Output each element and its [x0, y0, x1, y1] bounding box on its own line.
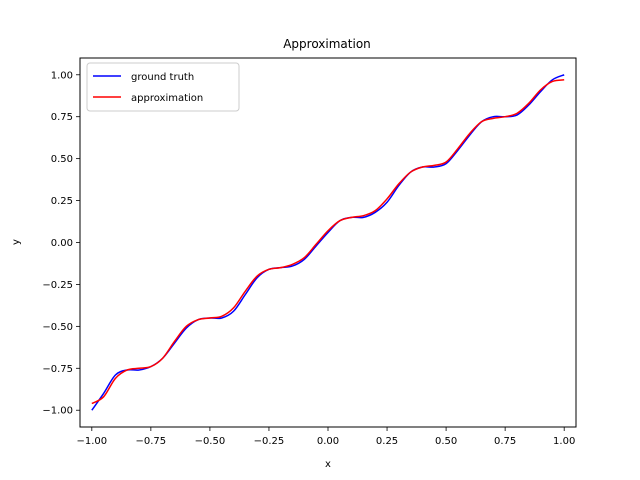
x-axis-ticks: −1.00 −0.75 −0.50 −0.25 0.00 0.25 0.50 0.75 1.00	[76, 427, 575, 447]
x-tick-label: −0.50	[195, 436, 226, 447]
legend-label-ground-truth: ground truth	[131, 72, 194, 83]
x-tick-label: 1.00	[553, 436, 575, 447]
legend-box	[86, 62, 240, 112]
y-tick-label: 0.75	[51, 112, 73, 123]
y-tick-label: −0.50	[42, 322, 73, 333]
legend: ground truth approximation	[86, 62, 240, 112]
x-tick-label: 0.00	[317, 436, 339, 447]
y-tick-label: 0.50	[51, 154, 73, 165]
y-tick-label: 1.00	[51, 70, 73, 81]
y-tick-label: −0.75	[42, 364, 73, 375]
chart-title: Approximation	[283, 37, 371, 51]
x-tick-label: −0.75	[136, 436, 167, 447]
plot-lines	[91, 74, 565, 411]
y-tick-label: 0.00	[51, 238, 73, 249]
x-tick-label: 0.50	[435, 436, 457, 447]
y-tick-label: −1.00	[42, 406, 73, 417]
x-tick-label: 0.75	[494, 436, 516, 447]
x-axis-label: x	[325, 459, 331, 470]
y-axis-label: y	[11, 239, 22, 245]
x-tick-label: −0.25	[254, 436, 285, 447]
series-line-approximation	[91, 79, 565, 405]
legend-label-approximation: approximation	[131, 93, 203, 104]
x-tick-label: 0.25	[376, 436, 398, 447]
y-axis-ticks: −1.00 −0.75 −0.50 −0.25 0.00 0.25 0.50 0.75 1.00	[42, 70, 80, 417]
y-tick-label: −0.25	[42, 280, 73, 291]
x-tick-label: −1.00	[76, 436, 107, 447]
y-tick-label: 0.25	[51, 196, 73, 207]
